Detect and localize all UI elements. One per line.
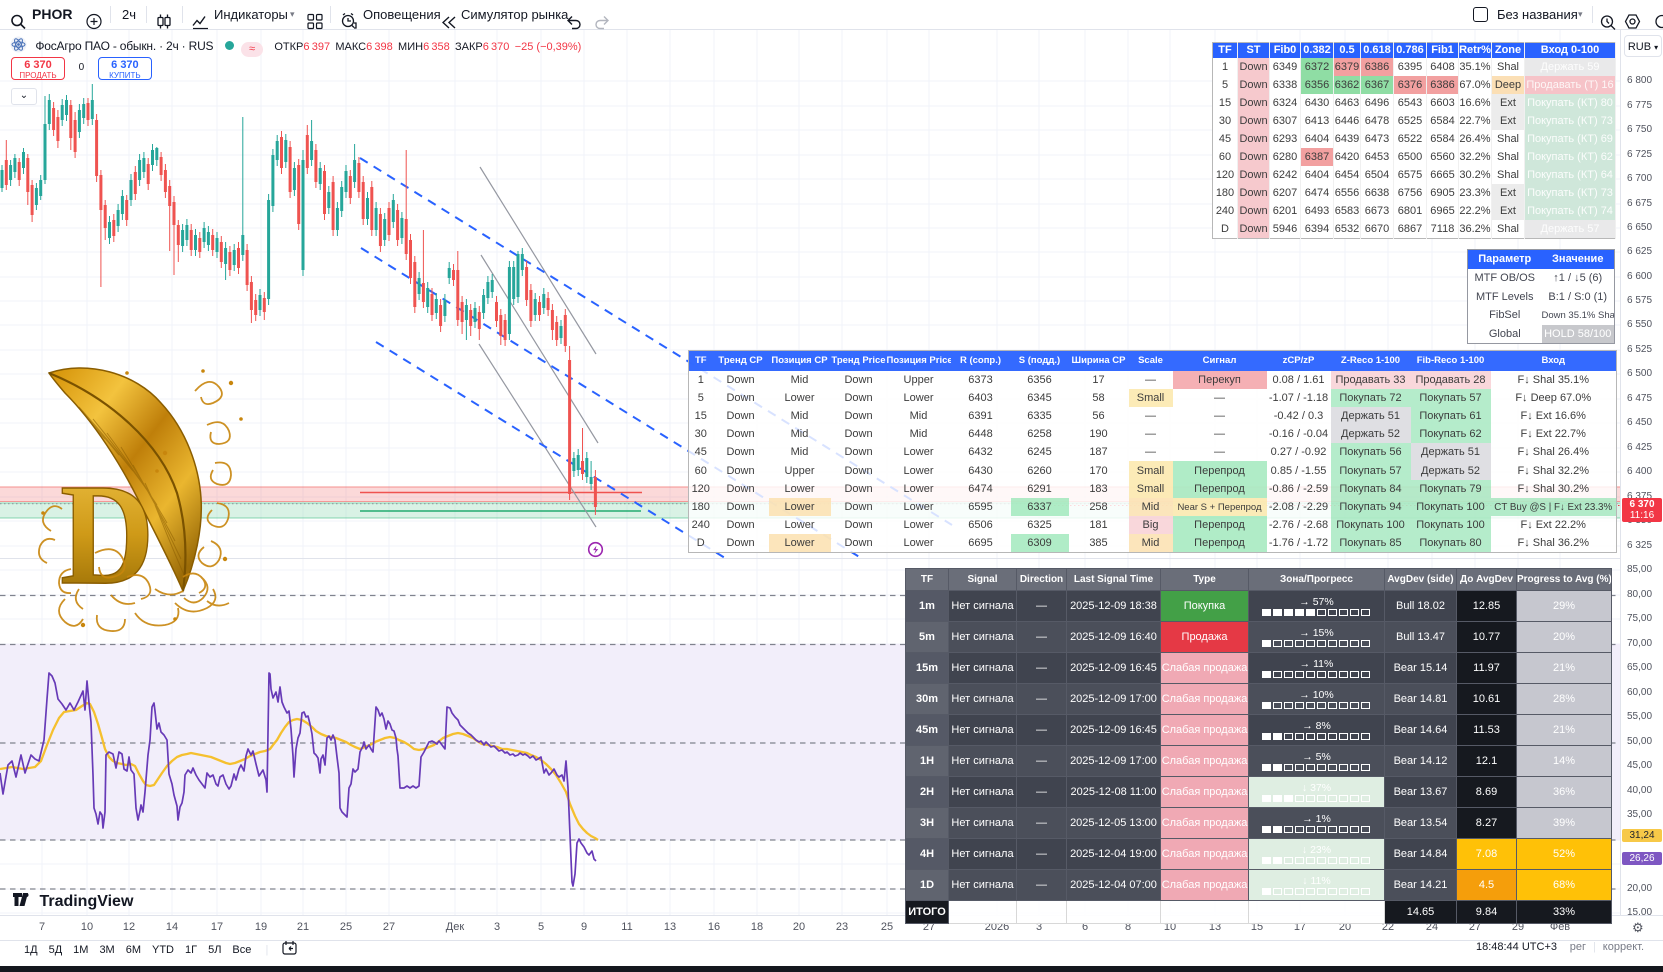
svg-text:D: D <box>60 454 154 615</box>
